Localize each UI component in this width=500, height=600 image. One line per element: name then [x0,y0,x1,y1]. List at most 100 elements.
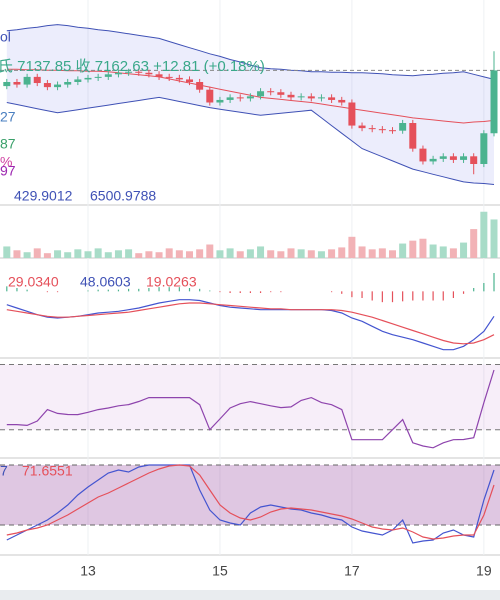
indicator-label: 87 [0,136,16,152]
candle-body [449,156,457,160]
candle-body [460,156,468,160]
kdj-label: 7 [0,463,8,479]
volume-bar [135,253,143,258]
candle-body [155,74,163,77]
volume-bar [23,252,31,258]
volume-bar [104,252,112,258]
volume-bar [378,248,386,258]
quote: 氐 7137.85 收 7162.63 +12.81 (+0.18%) [0,58,265,75]
volume-bar [460,242,468,258]
candle-body [13,82,21,85]
volume-bar [125,249,133,258]
kdj-label: 71.6551 [22,463,73,479]
volume-bar [358,246,366,258]
volume-bar [226,248,234,258]
candle-body [196,82,204,90]
candle-body [429,158,437,162]
candle-body [307,96,315,99]
candle-body [409,123,417,149]
volume-bar [43,253,51,258]
macd-label: 29.0340 [8,274,59,290]
volume-bar [490,219,498,258]
volume-bar [94,248,102,258]
candle-body [358,125,366,129]
kdj-band [0,465,500,525]
candle-body [175,77,183,80]
indicator-label: 429.9012 [14,188,73,204]
volume-bar [236,251,244,258]
indicator-label: 97 [0,163,16,179]
volume-bar [84,251,92,258]
volume-bar [196,249,204,258]
indicator-label: 6500.9788 [90,188,156,204]
macd-dif [6,299,495,351]
candle-body [236,97,244,99]
volume-bar [439,246,447,258]
candle-body [287,94,295,98]
candle-body [84,77,92,80]
indicator-label: 27 [0,109,16,125]
volume-bar [175,250,183,258]
macd-dea [6,302,495,345]
candle-body [23,76,31,85]
volume-bar [317,251,325,258]
x-tick-label: 13 [80,563,96,579]
volume-bar [368,249,376,258]
bottom-bar [0,590,500,600]
x-tick-label: 19 [476,563,492,579]
volume-bar [165,248,173,258]
candle-body [328,97,336,100]
candle-body [348,102,356,126]
candle-body [439,156,447,159]
candle-body [165,76,173,78]
volume-bar [338,247,346,258]
candle-body [317,97,325,99]
volume-bar [470,229,478,258]
candle-body [246,96,254,99]
candle-body [186,79,193,82]
candle-body [378,129,386,131]
volume-bar [33,248,41,258]
volume-bar [3,246,11,258]
candle-body [490,70,498,134]
volume-bar [114,250,122,258]
volume-bar [399,243,407,258]
volume-bar [74,249,82,258]
volume-bar [145,251,153,258]
volume-bar [389,250,396,258]
candle-body [206,89,214,103]
indicator-label: % [0,154,12,170]
volume-bar [429,244,437,258]
candle-body [33,76,41,84]
volume-bar [419,238,427,258]
volume-bar [297,249,305,258]
volume-bar [64,252,72,258]
volume-bar [328,249,336,258]
candle-body [125,71,133,73]
candle-body [297,96,305,98]
volume-bar [155,252,163,258]
volume-bar [307,250,315,258]
candle-body [257,91,265,97]
volume-bar [348,236,356,258]
volume-bar [13,250,21,258]
candle-body [145,72,153,75]
volume-bar [206,244,214,258]
macd-label: 19.0263 [146,274,197,290]
volume-bar [409,240,417,258]
x-tick-label: 15 [212,563,228,579]
boll-band [6,24,495,185]
volume-bar [267,250,275,258]
volume-bar [246,249,254,258]
main-panel [0,24,500,185]
macd-label: 48.0603 [80,274,131,290]
candle-body [277,92,285,95]
volume-bar [54,250,62,258]
rsi-line [6,369,495,449]
candle-body [338,99,346,103]
boll-lower [6,96,495,185]
volume-bar [216,250,224,258]
candle-body [135,71,143,73]
series-label: ol [0,29,11,45]
